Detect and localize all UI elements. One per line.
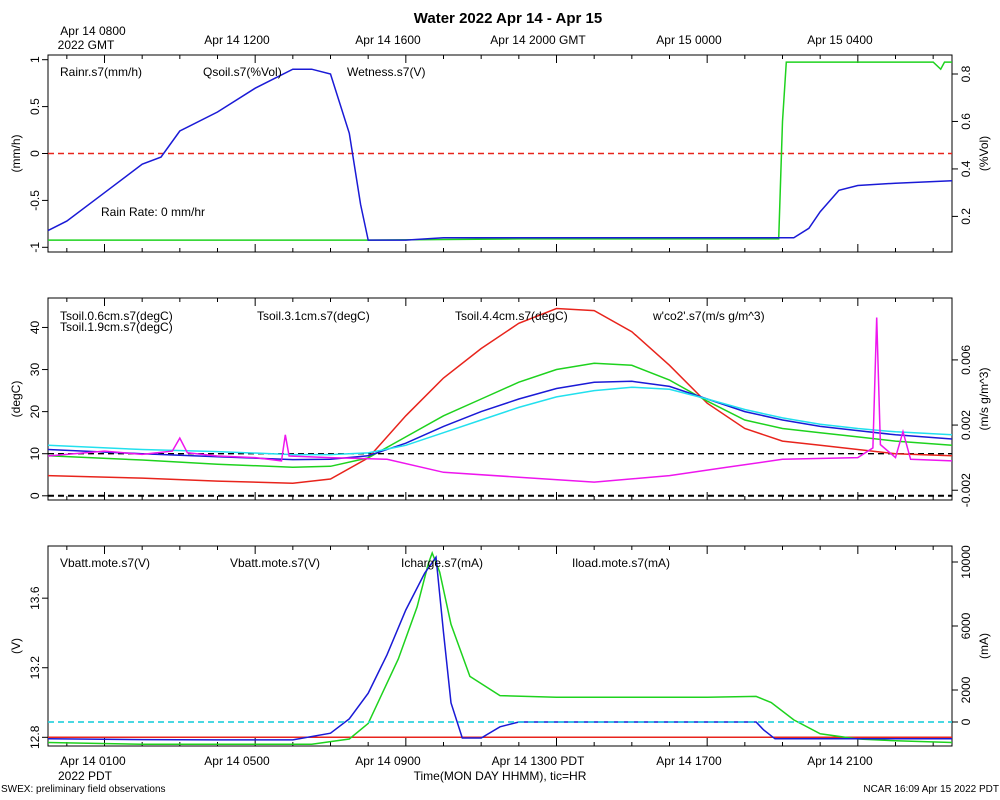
legend-entry: w'co2'.s7(m/s g/m^3)	[652, 309, 765, 323]
series-line-blue	[47, 555, 952, 741]
series-line-red	[47, 307, 953, 484]
y-tick-label: 12.8	[28, 725, 42, 749]
panel-rain-soil-moisture: -1 -0.5 0 0.5 1 0.2 0.4 0.6 0.8 (mm/h) (%Vol) Rainr…	[9, 54, 991, 253]
legend-entry: Tsoil.4.4cm.s7(degC)	[455, 309, 568, 323]
y2-tick-label: 0.2	[959, 208, 973, 225]
series-line-blue	[47, 68, 953, 241]
bottom-time-axis: Apr 14 0100 Apr 14 0500 Apr 14 0900 Apr …	[58, 754, 873, 783]
bottom-time-year: 2022 PDT	[58, 769, 113, 783]
y2-tick-label: 2000	[959, 676, 973, 703]
top-time-label-2: Apr 14 1600	[355, 33, 421, 47]
legend-entry: Tsoil.3.1cm.s7(degC)	[257, 309, 370, 323]
top-time-axis: Apr 14 0800 Apr 14 1200 Apr 14 1600 Apr …	[58, 24, 873, 52]
plot-frame	[47, 297, 953, 501]
y2-axis-label: (mA)	[977, 633, 991, 659]
top-time-label-1: Apr 14 1200	[204, 33, 270, 47]
series-line-cyan	[47, 386, 953, 456]
panels: -1 -0.5 0 0.5 1 0.2 0.4 0.6 0.8 (mm/h) (%Vol) Rainr…	[9, 54, 991, 749]
y-tick-label: 20	[28, 405, 42, 419]
x-axis-label: Time(MON DAY HHMM), tic=HR	[414, 769, 587, 783]
y2-tick-label: 0.002	[959, 410, 973, 440]
y-tick-label: 13.6	[28, 586, 42, 610]
y2-tick-label: 10000	[959, 545, 973, 579]
y-tick-label: 0.5	[28, 98, 42, 115]
y2-tick-label: 0.4	[959, 160, 973, 177]
y2-axis-label: (m/s g/m^3)	[977, 368, 991, 431]
bottom-time-label-2: Apr 14 0900	[355, 754, 421, 768]
bottom-time-label-3: Apr 14 1300 PDT	[492, 754, 585, 768]
legend-entry: Vbatt.mote.s7(V)	[230, 556, 320, 570]
legend-entry: Tsoil.0.6cm.s7(degC)	[60, 309, 173, 323]
top-time-label-4: Apr 15 0000	[656, 33, 722, 47]
y2-tick-label: 0.006	[959, 345, 973, 375]
top-time-label-5: Apr 15 0400	[807, 33, 873, 47]
y2-tick-label: 0.8	[959, 65, 973, 82]
y2-tick-label: 6000	[959, 612, 973, 639]
legend-entry: Tsoil.1.9cm.s7(degC)	[60, 320, 173, 334]
y2-tick-label: 0	[959, 718, 973, 725]
y-tick-label: 40	[28, 320, 42, 334]
legend-entry: Rainr.s7(mm/h)	[60, 65, 142, 79]
panel-battery: 12.8 13.2 13.6 0 2000 6000 10000 (V) (mA) Vbatt.m…	[9, 545, 991, 749]
y2-tick-label: -0.002	[959, 473, 973, 507]
bottom-time-label-5: Apr 14 2100	[807, 754, 873, 768]
legend-entry: Vbatt.mote.s7(V)	[60, 556, 150, 570]
series-line-green	[47, 550, 953, 746]
y-axis-label: (V)	[9, 638, 23, 654]
y-tick-label: -1	[28, 242, 42, 253]
y-tick-label: 30	[28, 363, 42, 377]
series-line-magenta	[47, 317, 953, 483]
plot-frame	[47, 545, 953, 747]
bottom-time-label-4: Apr 14 1700	[656, 754, 722, 768]
chart-title: Water 2022 Apr 14 - Apr 15	[414, 10, 602, 27]
footer-left: SWEX: preliminary field observations	[1, 784, 166, 795]
top-time-label-3: Apr 14 2000 GMT	[490, 33, 586, 47]
legend-entry: Qsoil.s7(%Vol)	[203, 65, 282, 79]
series-line-green	[47, 362, 953, 468]
y-axis-label: (mm/h)	[9, 135, 23, 173]
bottom-time-label-0: Apr 14 0100	[60, 754, 126, 768]
y-tick-label: 10	[28, 447, 42, 461]
legend-entry: Icharge.s7(mA)	[401, 556, 483, 570]
top-time-label-0: Apr 14 0800	[60, 24, 126, 38]
y-tick-label: 0	[28, 150, 42, 157]
y2-tick-label: 0.6	[959, 113, 973, 130]
rain-rate-annotation: Rain Rate: 0 mm/hr	[101, 205, 205, 219]
legend-entry: Wetness.s7(V)	[347, 65, 425, 79]
top-time-year: 2022 GMT	[58, 38, 115, 52]
y-tick-label: 1	[28, 56, 42, 63]
y2-axis-label: (%Vol)	[977, 136, 991, 171]
footer-right: NCAR 16:09 Apr 15 2022 PDT	[863, 784, 999, 795]
legend-entry: Iload.mote.s7(mA)	[572, 556, 670, 570]
y-axis-label: (degC)	[9, 381, 23, 418]
series-line-blue	[47, 380, 953, 461]
y-tick-label: 0	[28, 492, 42, 499]
y-tick-label: 13.2	[28, 656, 42, 680]
panel-soil-temperature: 0 10 20 30 40 -0.002 0.002 0.006 (degC) (m/s g/m^…	[9, 297, 991, 507]
y-tick-label: -0.5	[28, 190, 42, 211]
bottom-time-label-1: Apr 14 0500	[204, 754, 270, 768]
